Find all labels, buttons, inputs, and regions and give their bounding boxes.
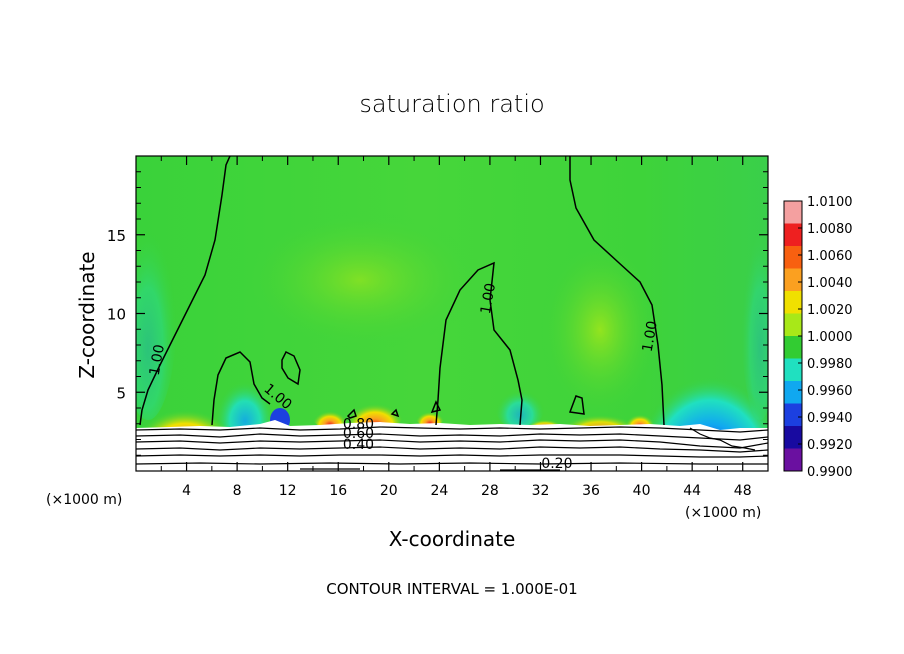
colorbar-segment (784, 268, 802, 292)
contour-interval-footer: CONTOUR INTERVAL = 1.000E-01 (326, 580, 577, 598)
colorbar-segment (784, 291, 802, 314)
y-tick-label: 15 (107, 227, 126, 245)
y-tick-label: 10 (107, 306, 126, 324)
colorbar-segment (784, 381, 802, 404)
contour-label: 0.20 (541, 456, 572, 472)
colorbar-label: 0.9940 (807, 411, 853, 426)
x-tick-label: 36 (582, 483, 600, 499)
x-tick-label: 12 (279, 483, 297, 499)
colorbar-segment (784, 223, 802, 247)
x-tick-label: 16 (329, 483, 347, 499)
contour-label: 0.60 (343, 426, 374, 442)
colorbar-segment (784, 246, 802, 269)
colorbar-label: 1.0040 (807, 276, 853, 291)
colorbar-label: 0.9900 (807, 465, 853, 480)
x-tick-label: 8 (233, 483, 242, 499)
x-tick-label: 4 (182, 483, 191, 499)
contour-label: 1.00 (640, 320, 661, 353)
x-tick-label: 28 (481, 483, 499, 499)
contour-label: 1.00 (478, 282, 499, 315)
colorbar-segment (784, 403, 802, 427)
colorbar-segment (784, 426, 802, 449)
contour-label: 0.80 (343, 416, 374, 432)
colorbar-label: 1.0060 (807, 249, 853, 264)
x-tick-label: 40 (633, 483, 651, 499)
colorbar-label: 1.0100 (807, 195, 853, 210)
colorbar-segment (784, 313, 802, 337)
x-unit-left: (×1000 m) (46, 492, 122, 508)
contour-label: 0.40 (343, 437, 374, 453)
x-tick-label: 24 (430, 483, 448, 499)
contour-label: 1.00 (147, 343, 168, 376)
plot-field (136, 156, 768, 471)
colorbar-label: 0.9980 (807, 357, 853, 372)
chart-title: saturation ratio (359, 90, 544, 118)
colorbar-label: 1.0080 (807, 222, 853, 237)
colorbar-label: 0.9960 (807, 384, 853, 399)
colorbar-label: 1.0020 (807, 303, 853, 318)
colorbar-segment (784, 358, 802, 382)
x-unit-right: (×1000 m) (685, 505, 761, 521)
x-tick-label: 44 (683, 483, 701, 499)
y-axis: 5 10 15 (107, 171, 768, 456)
colorbar: 1.0100 1.0080 1.0060 1.0040 1.0020 1.0000 0.99… (783, 195, 853, 480)
colorbar-label: 0.9920 (807, 438, 853, 453)
y-tick-label: 5 (116, 384, 126, 402)
contour-labels: 1.001.001.001.000.800.600.400.20 (147, 282, 661, 472)
colorbar-segment (784, 201, 802, 224)
colorbar-segment (784, 448, 802, 472)
x-axis-label: X-coordinate (389, 527, 516, 551)
y-axis-label: Z-coordinate (75, 251, 99, 378)
x-tick-label: 48 (734, 483, 752, 499)
x-tick-label: 32 (532, 483, 550, 499)
colorbar-segment (784, 336, 802, 359)
x-axis: 4 8 12 16 20 24 28 32 36 40 44 48 (160, 156, 752, 499)
x-tick-label: 20 (380, 483, 398, 499)
colorbar-label: 1.0000 (807, 330, 853, 345)
